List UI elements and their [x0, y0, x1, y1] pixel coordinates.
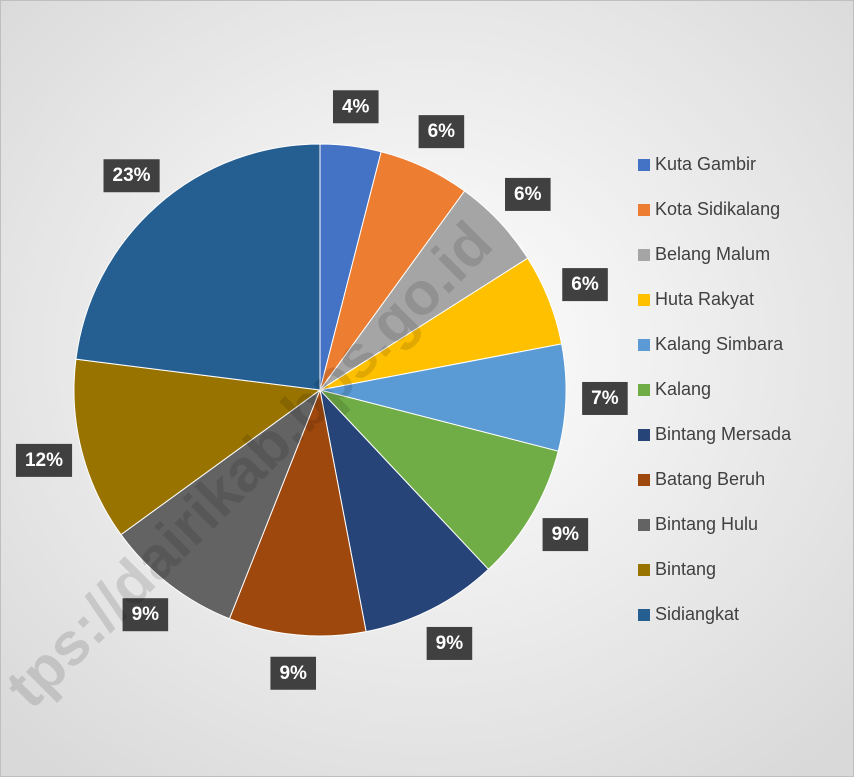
data-label-box [332, 90, 379, 124]
legend: Kuta Gambir Kota Sidikalang Belang Malum Hu… [638, 154, 792, 624]
legend-label: Belang Malum [655, 244, 770, 264]
pie [73, 143, 567, 637]
legend-label: Bintang Mersada [655, 424, 792, 444]
legend-swatch [638, 609, 650, 621]
legend-label: Bintang [655, 559, 716, 579]
data-label-box [418, 115, 465, 149]
legend-label: Sidiangkat [655, 604, 739, 624]
legend-label: Kuta Gambir [655, 154, 756, 174]
legend-swatch [638, 519, 650, 531]
data-label-box [582, 381, 628, 415]
legend-swatch [638, 474, 650, 486]
pie-slice [319, 343, 567, 452]
data-label: 6% [514, 184, 542, 205]
pie-slice [318, 389, 559, 571]
data-label: 9% [436, 633, 464, 654]
data-label-box [15, 443, 73, 477]
legend-swatch [638, 249, 650, 261]
legend-label: Kalang [655, 379, 711, 399]
legend-swatch [638, 564, 650, 576]
data-label-box [426, 626, 473, 660]
data-label: 9% [132, 604, 160, 625]
pie-slice [73, 358, 322, 536]
legend-swatch [638, 159, 650, 171]
pie-slice [75, 143, 321, 391]
legend-swatch [638, 204, 650, 216]
data-label-box [562, 268, 608, 302]
pie-slice [228, 388, 367, 637]
pie-slice [319, 388, 490, 633]
legend-label: Bintang Hulu [655, 514, 758, 534]
legend-swatch [638, 429, 650, 441]
data-label: 12% [25, 450, 63, 471]
legend-swatch [638, 294, 650, 306]
data-labels: 4% 6% 6% 6% 7% 9% 9% 9% 9% 12% 23% [15, 90, 628, 690]
data-label-box [103, 159, 160, 193]
data-label: 7% [591, 388, 619, 409]
legend-label: Batang Beruh [655, 469, 765, 489]
legend-swatch [638, 339, 650, 351]
data-label: 9% [552, 524, 580, 545]
legend-label: Kota Sidikalang [655, 199, 780, 219]
data-label-box [270, 656, 317, 690]
data-label: 23% [113, 165, 151, 186]
data-label: 6% [571, 274, 599, 295]
legend-swatch [638, 384, 650, 396]
data-label-box [542, 518, 589, 552]
pie-slice [120, 388, 322, 620]
legend-label: Huta Rakyat [655, 289, 754, 309]
legend-label: Kalang Simbara [655, 334, 784, 354]
data-label: 9% [279, 663, 307, 684]
data-label: 6% [428, 121, 456, 142]
data-label-box [122, 598, 169, 632]
data-label: 4% [342, 96, 370, 117]
data-label-box [505, 177, 551, 211]
